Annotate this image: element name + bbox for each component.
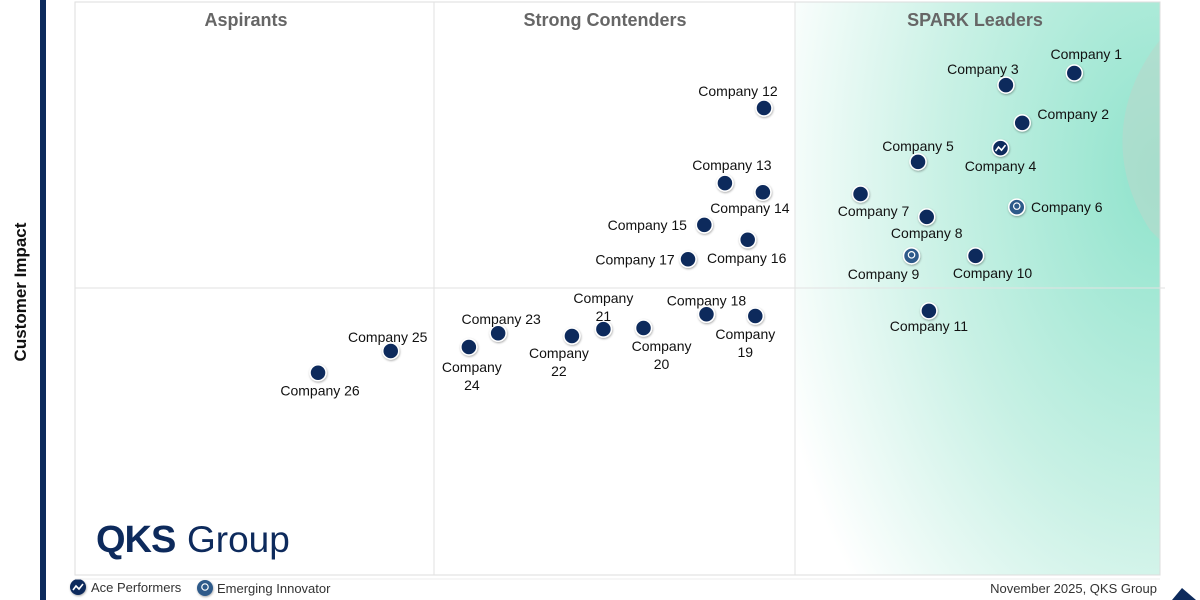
data-point[interactable] [997,76,1015,94]
point-label: Company 10 [953,265,1033,281]
lightbulb-icon [907,251,916,259]
point-label: Company 7 [838,203,910,219]
point-label: Company 13 [692,157,772,173]
leaders-decoration [1122,40,1160,240]
data-point[interactable] [563,327,581,345]
point-label: Company 8 [891,225,963,241]
data-point[interactable] [917,208,936,226]
data-point[interactable] [920,302,938,320]
legend: Ace Performers Emerging Innovator [70,579,331,596]
data-point[interactable] [309,363,327,382]
point-label: Company 20 [632,338,692,372]
point-label: Company 3 [947,61,1019,77]
data-point[interactable] [634,319,653,337]
footer-date-source: November 2025, QKS Group [990,581,1157,596]
data-point[interactable] [1065,64,1084,82]
point-label: Company 16 [707,250,787,266]
points-layer: Company 1 Company 2 Company 3 Company 4 Comp… [280,46,1122,399]
data-point[interactable] [909,153,927,171]
data-point[interactable] [716,174,734,192]
point-label: Company 4 [965,158,1037,174]
data-point[interactable] [697,305,716,324]
point-label: Company 5 [882,138,954,154]
point-label: Company 21 [573,290,633,324]
lightbulb-icon [1012,202,1021,210]
point-label: Company 14 [710,200,790,216]
data-point[interactable] [738,231,757,249]
legend-emerging-innovator: Emerging Innovator [217,581,331,596]
point-label: Company 17 [595,251,675,267]
data-point[interactable] [489,324,507,342]
quadrant-title-spark-leaders: SPARK Leaders [907,10,1043,30]
point-label: Company 19 [715,326,775,360]
logo-bold: QKS [96,519,175,561]
trend-up-icon [994,144,1007,152]
data-point[interactable] [679,250,697,269]
data-point[interactable] [902,247,921,265]
data-point[interactable] [594,320,613,338]
data-point[interactable] [851,185,870,203]
point-label: Company 6 [1031,199,1103,215]
point-label: Company 2 [1037,106,1109,122]
point-label: Company 12 [698,83,778,99]
point-label: Company 11 [890,318,969,334]
data-point[interactable] [381,342,400,360]
lightbulb-icon [197,580,213,596]
data-point[interactable] [754,183,772,201]
data-point[interactable] [695,216,714,234]
point-label: Company 22 [529,345,589,379]
corner-arrow-decoration [1172,588,1196,600]
logo: QKS Group [96,519,290,561]
point-label: Company 9 [848,266,920,282]
data-point[interactable] [1008,198,1026,216]
logo-light: Group [187,519,290,560]
point-label: Company 25 [348,329,428,345]
y-axis-label: Customer Impact [11,222,30,361]
data-point[interactable] [746,307,765,325]
point-label: Company 1 [1050,46,1122,62]
quadrant-title-strong-contenders: Strong Contenders [523,10,686,30]
data-point[interactable] [755,99,773,117]
data-point[interactable] [1013,114,1031,132]
point-label: Company 23 [461,311,541,327]
data-point[interactable] [966,247,985,265]
point-label: Company 18 [667,292,747,308]
quadrant-title-aspirants: Aspirants [204,10,287,30]
point-label: Company 24 [442,359,502,393]
data-point[interactable] [460,338,478,356]
left-brand-bar [40,0,46,600]
legend-ace-performers: Ace Performers [91,580,182,595]
point-label: Company 15 [608,217,688,233]
point-label: Company 26 [280,383,360,399]
